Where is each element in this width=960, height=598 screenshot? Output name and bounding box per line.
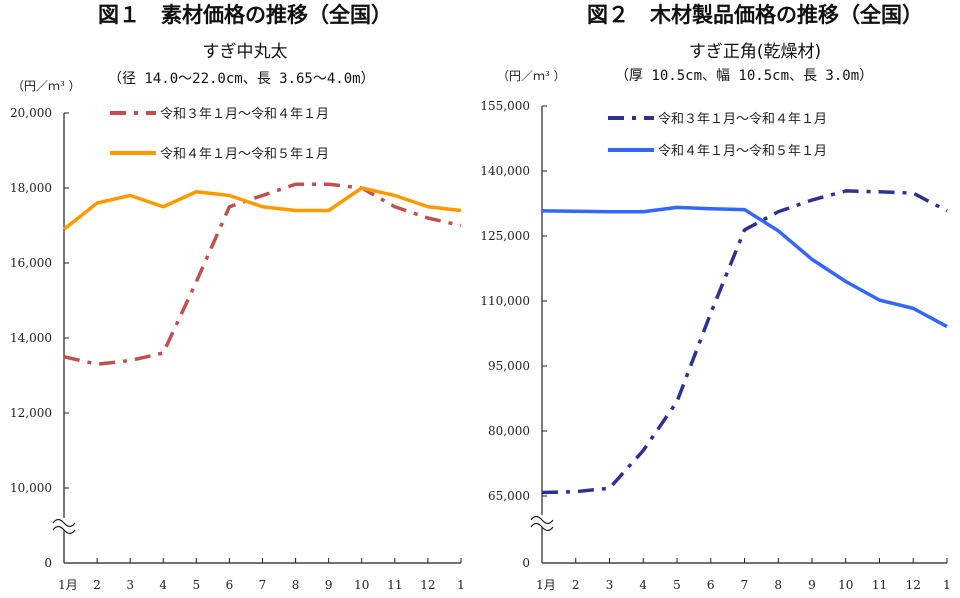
x-tick-label: 8 <box>774 578 782 592</box>
legend-label-1: 令和３年１月～令和４年１月 <box>658 112 827 127</box>
chart-subtitle: すぎ中丸太 <box>203 42 288 62</box>
chart-note: （厚 10.5cm、幅 10.5cm、長 3.0m） <box>615 68 873 84</box>
x-tick-label: 1月 <box>536 578 556 592</box>
x-tick-label: 6 <box>226 578 234 592</box>
y-tick-label: 0 <box>522 556 530 570</box>
legend-label-2: 令和４年１月～令和５年１月 <box>658 144 827 159</box>
x-tick-label: 12 <box>420 578 435 592</box>
x-tick-label: 8 <box>292 578 300 592</box>
y-tick-label: 140,000 <box>480 164 530 178</box>
x-tick-label: 7 <box>741 578 749 592</box>
chart-1: 図１ 素材価格の推移（全国） すぎ中丸太 （径 14.0～22.0cm、長 3.65… <box>10 3 465 592</box>
x-tick-label: 1月 <box>58 578 78 592</box>
x-tick-label: 11 <box>387 578 402 592</box>
y-tick-label: 12,000 <box>10 406 52 420</box>
y-tick-label: 110,000 <box>480 294 530 308</box>
x-tick-label: 5 <box>193 578 201 592</box>
chart-2: 図２ 木材製品価格の推移（全国） すぎ正角(乾燥材) （厚 10.5cm、幅 10.… <box>480 3 950 592</box>
x-tick-label: 3 <box>126 578 134 592</box>
chart-subtitle: すぎ正角(乾燥材) <box>689 42 821 62</box>
series-line-1 <box>541 189 948 495</box>
y-tick-label: 125,000 <box>480 229 530 243</box>
series-line-1 <box>63 182 462 366</box>
y-axis-unit: （円／ｍ³ ） <box>497 69 566 83</box>
x-tick-label: 7 <box>259 578 267 592</box>
y-tick-label: 18,000 <box>10 181 52 195</box>
y-tick-label: 20,000 <box>10 106 52 120</box>
chart-title: 図２ 木材製品価格の推移（全国） <box>587 3 923 27</box>
x-tick-label: 1 <box>457 578 465 592</box>
y-tick-label: 155,000 <box>480 99 530 113</box>
x-tick-label: 2 <box>93 578 101 592</box>
axis-break-icon <box>52 518 76 535</box>
legend-label-2: 令和４年１月～令和５年１月 <box>160 147 329 162</box>
x-tick-label: 2 <box>572 578 580 592</box>
x-tick-label: 5 <box>673 578 681 592</box>
series-line-2 <box>541 205 948 329</box>
x-tick-label: 12 <box>906 578 921 592</box>
x-tick-label: 3 <box>606 578 614 592</box>
y-tick-label: 0 <box>44 556 52 570</box>
x-tick-label: 4 <box>159 578 167 592</box>
y-tick-label: 80,000 <box>488 424 530 438</box>
y-tick-label: 65,000 <box>488 489 530 503</box>
y-axis-unit: （円／ｍ³ ） <box>12 79 81 93</box>
y-tick-label: 95,000 <box>488 359 530 373</box>
x-tick-label: 10 <box>354 578 369 592</box>
legend-label-1: 令和３年１月～令和４年１月 <box>160 107 329 122</box>
x-tick-label: 4 <box>639 578 647 592</box>
y-tick-label: 14,000 <box>10 331 52 345</box>
y-tick-label: 16,000 <box>10 256 52 270</box>
chart-note: （径 14.0～22.0cm、長 3.65～4.0m） <box>108 71 375 87</box>
x-tick-label: 6 <box>707 578 715 592</box>
y-tick-label: 10,000 <box>10 481 52 495</box>
x-tick-label: 11 <box>872 578 887 592</box>
x-tick-label: 10 <box>838 578 853 592</box>
chart-title: 図１ 素材価格の推移（全国） <box>98 3 392 27</box>
x-tick-label: 1 <box>943 578 951 592</box>
axis-break-icon <box>530 515 554 532</box>
x-tick-label: 9 <box>808 578 816 592</box>
x-tick-label: 9 <box>325 578 333 592</box>
